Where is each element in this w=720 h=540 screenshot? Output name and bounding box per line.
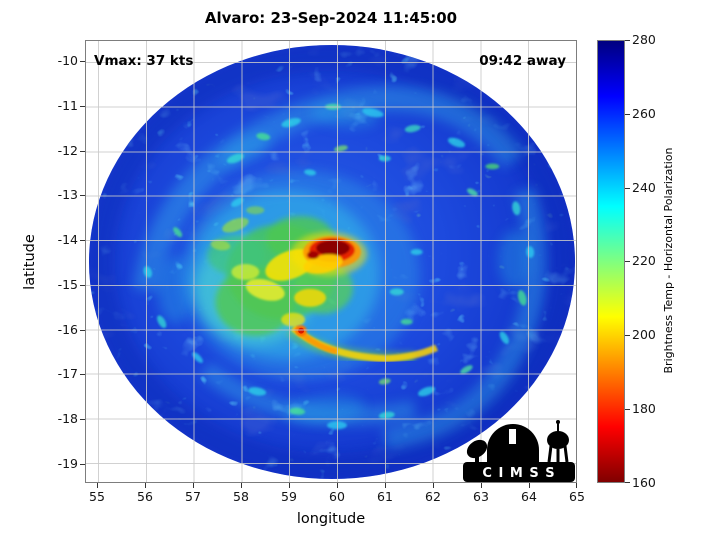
y-tick-label: -14: [57, 232, 78, 247]
colorbar-tick-label: 280: [632, 32, 656, 47]
y-tick-label: -19: [57, 456, 78, 471]
x-tick-label: 56: [137, 489, 153, 504]
x-tick-label: 60: [329, 489, 345, 504]
x-tick-label: 61: [377, 489, 393, 504]
x-tick-label: 58: [233, 489, 249, 504]
x-tick-label: 55: [89, 489, 105, 504]
y-tick-label: -18: [57, 411, 78, 426]
swath-image: [86, 41, 576, 482]
y-tick-label: -11: [57, 98, 78, 113]
y-tick-label: -10: [57, 53, 78, 68]
x-tick-label: 64: [521, 489, 537, 504]
x-tick-label: 62: [425, 489, 441, 504]
x-tick-label: 65: [569, 489, 585, 504]
colorbar-tick-label: 260: [632, 106, 656, 121]
colorbar-tick-label: 200: [632, 327, 656, 342]
chart-title: Alvaro: 23-Sep-2024 11:45:00: [204, 9, 458, 27]
x-tick-label: 63: [473, 489, 489, 504]
colorbar: [597, 40, 625, 483]
satellite-dish-icon: [466, 439, 501, 464]
colorbar-axis-label: Brightness Temp - Horizontal Polarizatio…: [662, 147, 675, 374]
colorbar-tick-label: 220: [632, 253, 656, 268]
y-tick-label: -12: [57, 143, 78, 158]
y-tick-label: -15: [57, 277, 78, 292]
gridlines: [86, 41, 576, 482]
colorbar-tick-label: 240: [632, 180, 656, 195]
base-field: [88, 44, 576, 480]
y-tick-label: -13: [57, 187, 78, 202]
plot-area: Vmax: 37 kts 09:42 away C I M S S: [85, 40, 577, 483]
logo-band: [463, 462, 575, 482]
vmax-annotation: Vmax: 37 kts: [94, 53, 194, 69]
x-tick-label: 59: [281, 489, 297, 504]
logo-text: C I M S S: [482, 466, 555, 481]
colorbar-tick-label: 180: [632, 401, 656, 416]
observatory-dome-icon: [487, 424, 539, 462]
x-axis-label: longitude: [296, 511, 366, 527]
y-tick-label: -16: [57, 322, 78, 337]
eta-annotation: 09:42 away: [479, 53, 566, 69]
colorbar-tick-label: 160: [632, 475, 656, 490]
x-tick-label: 57: [185, 489, 201, 504]
y-tick-label: -17: [57, 366, 78, 381]
water-tower-icon: [547, 420, 569, 463]
cimss-logo: C I M S S: [463, 420, 575, 482]
y-axis-label: latitude: [22, 234, 38, 290]
